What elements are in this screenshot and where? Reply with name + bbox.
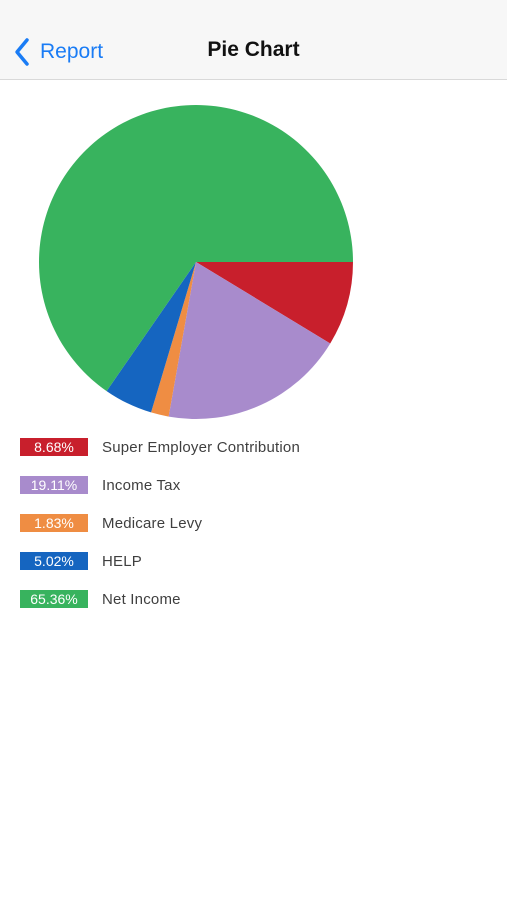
- pie-slice-net-income: [38, 105, 354, 392]
- legend-value-badge: 5.02%: [20, 552, 88, 570]
- back-button-label: Report: [40, 40, 104, 63]
- legend-value-badge: 8.68%: [20, 438, 88, 456]
- chart-legend: 8.68% Super Employer Contribution 19.11%…: [20, 436, 490, 626]
- legend-value-badge: 19.11%: [20, 476, 88, 494]
- chevron-left-icon: [15, 38, 29, 66]
- legend-item-medicare-levy: 1.83% Medicare Levy: [20, 512, 490, 534]
- legend-label: Super Employer Contribution: [102, 438, 300, 456]
- legend-label: HELP: [102, 552, 142, 570]
- pie-slice-medicare-levy: [151, 262, 196, 417]
- pie-slice-income-tax: [168, 262, 331, 419]
- legend-item-help: 5.02% HELP: [20, 550, 490, 572]
- back-button[interactable]: Report: [12, 34, 103, 70]
- legend-item-net-income: 65.36% Net Income: [20, 588, 490, 610]
- legend-value-badge: 65.36%: [20, 590, 88, 608]
- legend-label: Income Tax: [102, 476, 181, 494]
- legend-label: Net Income: [102, 590, 181, 608]
- pie-slice-help: [106, 262, 196, 413]
- legend-value-badge: 1.83%: [20, 514, 88, 532]
- page-title: Pie Chart: [207, 38, 300, 61]
- pie-chart: [38, 105, 354, 419]
- navigation-bar: Report Pie Chart: [0, 0, 507, 80]
- legend-item-super-employer-contribution: 8.68% Super Employer Contribution: [20, 436, 490, 458]
- legend-item-income-tax: 19.11% Income Tax: [20, 474, 490, 496]
- legend-label: Medicare Levy: [102, 514, 203, 532]
- pie-slice-super-employer-contribution: [196, 262, 353, 344]
